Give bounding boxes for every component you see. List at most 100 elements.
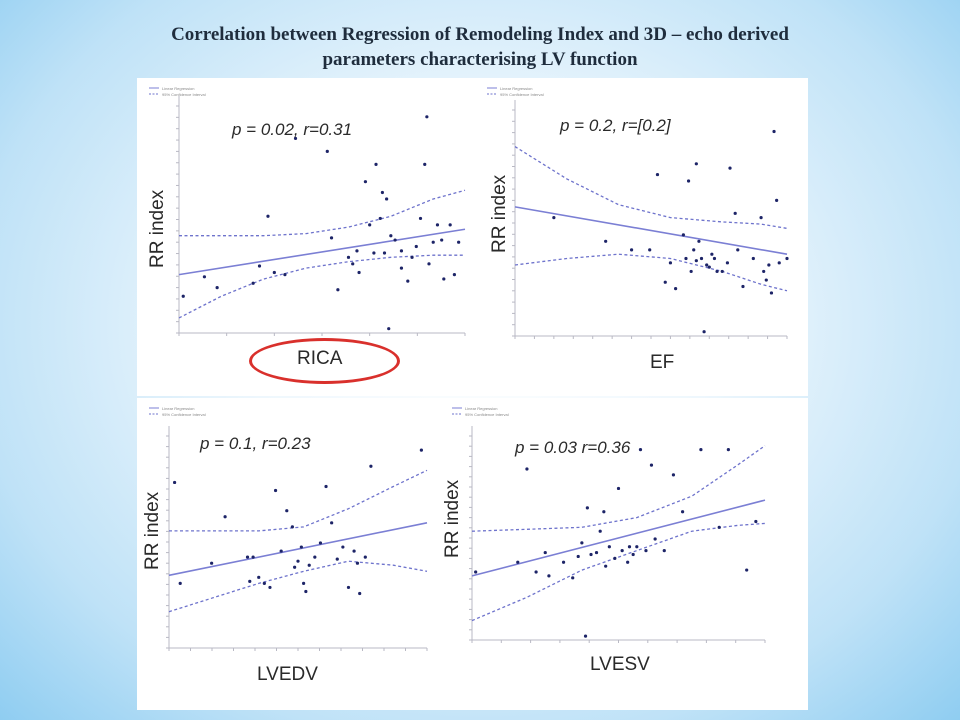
data-point xyxy=(674,287,678,291)
data-point xyxy=(649,463,654,467)
data-point xyxy=(251,555,255,559)
data-point xyxy=(759,216,763,220)
ci-lower-line xyxy=(514,253,788,292)
data-point xyxy=(318,541,323,545)
data-point xyxy=(352,549,356,553)
data-point xyxy=(210,561,214,565)
data-point xyxy=(699,256,704,261)
data-point xyxy=(419,448,423,452)
regression-line xyxy=(178,228,466,276)
chart-rica: Linear Regression 95% Confidence Interval… xyxy=(137,78,472,396)
data-point xyxy=(772,129,776,134)
data-point xyxy=(382,251,387,255)
data-point xyxy=(372,251,376,255)
ci-lower-line xyxy=(168,560,428,613)
chart-lvedv-annotation: p = 0.1, r=0.23 xyxy=(200,434,311,453)
data-point xyxy=(279,549,283,553)
data-point xyxy=(589,552,593,557)
chart-ef-annotation: p = 0.2, r=[0.2] xyxy=(560,116,671,135)
data-point xyxy=(363,555,367,559)
data-point xyxy=(741,284,745,289)
data-point xyxy=(715,269,719,274)
data-point xyxy=(181,294,185,298)
data-point xyxy=(705,263,709,267)
data-point xyxy=(389,234,393,238)
data-point xyxy=(516,560,520,564)
data-point xyxy=(775,198,779,202)
data-point xyxy=(442,277,446,281)
data-point xyxy=(448,223,452,227)
data-point xyxy=(580,541,584,545)
data-point xyxy=(178,581,182,585)
data-point xyxy=(710,252,714,256)
data-point xyxy=(257,575,261,579)
data-point xyxy=(583,634,588,638)
data-point xyxy=(668,261,673,265)
data-point xyxy=(648,248,652,252)
data-point xyxy=(543,550,547,555)
data-point xyxy=(616,486,621,491)
data-point xyxy=(697,239,701,243)
chart-ef-ylabel: RR index xyxy=(489,174,510,253)
data-point xyxy=(335,557,339,561)
data-point xyxy=(653,537,657,541)
data-point xyxy=(585,506,589,510)
data-point xyxy=(223,515,227,519)
data-point xyxy=(736,248,740,252)
data-point xyxy=(378,216,382,221)
data-point xyxy=(374,162,378,166)
data-point xyxy=(304,589,308,594)
data-point xyxy=(369,464,373,468)
data-point xyxy=(266,214,270,218)
data-point xyxy=(399,249,404,253)
data-point xyxy=(631,552,635,557)
data-point xyxy=(435,223,440,227)
data-point xyxy=(571,576,575,580)
data-point xyxy=(387,327,391,331)
data-point xyxy=(694,162,698,166)
legend-ci-label: 95% Confidence Interval xyxy=(465,412,509,417)
data-point xyxy=(425,115,429,119)
legend-ci-label: 95% Confidence Interval xyxy=(500,92,544,97)
data-point xyxy=(604,239,608,243)
data-point xyxy=(686,179,691,183)
title-line-2: parameters characterising LV function xyxy=(322,49,638,70)
data-point xyxy=(418,216,423,221)
data-point xyxy=(644,549,648,553)
data-point xyxy=(336,288,340,292)
regression-line xyxy=(471,499,766,577)
data-point xyxy=(358,591,362,596)
data-point xyxy=(728,166,732,170)
data-point xyxy=(726,448,730,452)
data-point xyxy=(681,233,685,237)
data-point xyxy=(293,565,297,569)
data-point xyxy=(325,149,329,153)
data-point xyxy=(561,560,566,564)
data-point xyxy=(346,585,351,590)
rica-highlight-ring xyxy=(249,338,400,384)
data-point xyxy=(602,510,606,514)
data-point xyxy=(725,261,730,265)
chart-lvedv-xlabel: LVEDV xyxy=(257,664,318,685)
data-point xyxy=(307,563,311,567)
data-point xyxy=(363,180,368,184)
data-point xyxy=(707,265,711,269)
data-point xyxy=(745,568,749,572)
data-point xyxy=(699,448,703,452)
ci-upper-line xyxy=(514,146,788,230)
chart-lvesv-annotation: p = 0.03 r=0.36 xyxy=(515,438,631,457)
data-point xyxy=(552,216,556,220)
data-point xyxy=(351,262,355,266)
data-point xyxy=(525,467,529,471)
data-point xyxy=(777,261,781,265)
data-point xyxy=(694,259,698,263)
regression-line xyxy=(168,522,428,577)
regression-line xyxy=(514,206,788,255)
data-point xyxy=(215,286,219,290)
data-point xyxy=(341,545,345,549)
data-point xyxy=(594,550,599,555)
ci-upper-line xyxy=(169,469,428,532)
